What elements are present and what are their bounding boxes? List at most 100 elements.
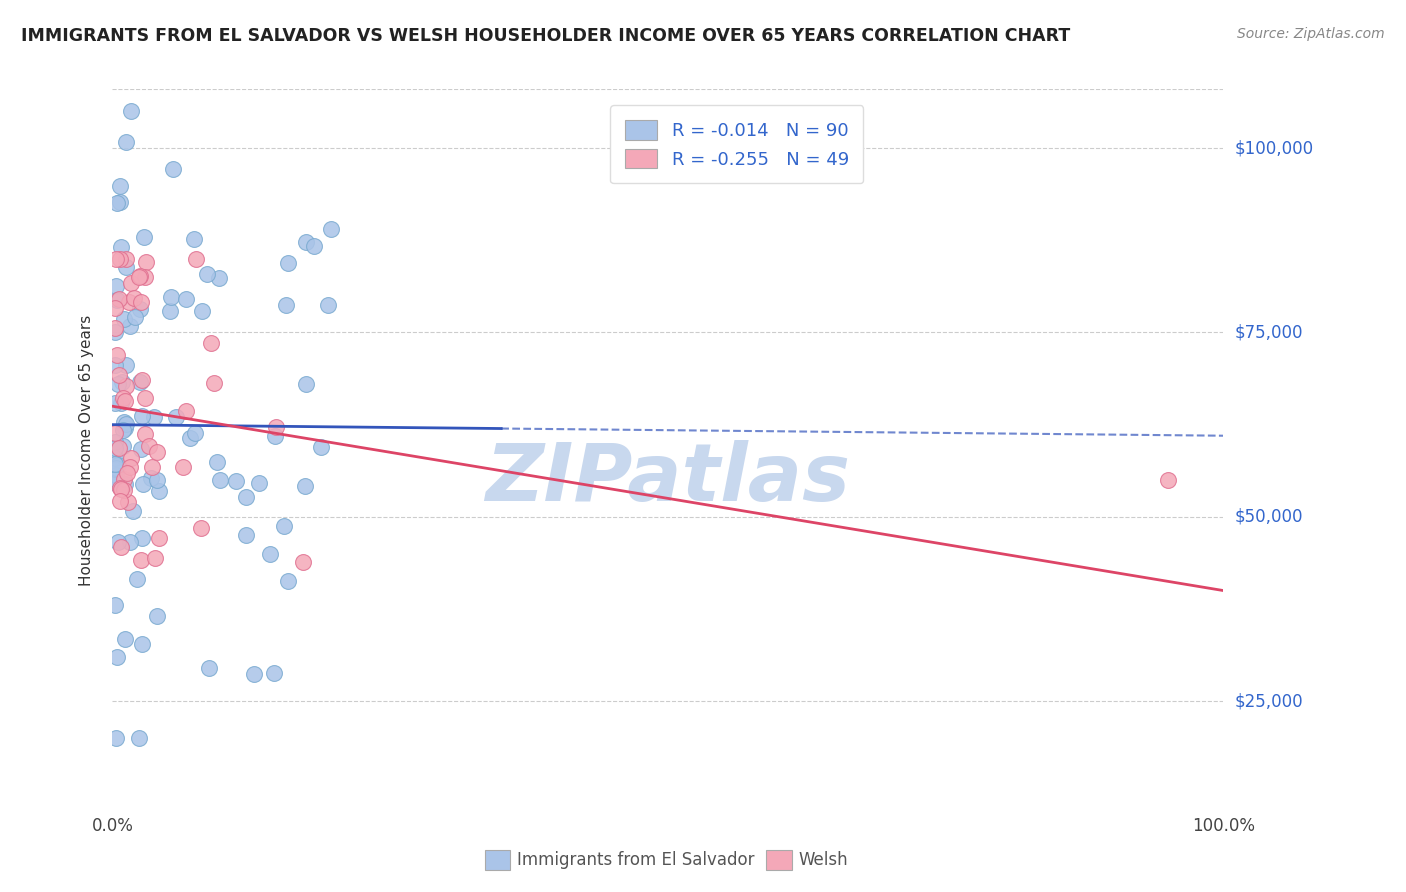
Point (104, 457, 127, 471)
Point (235, 528, 257, 542)
Point (259, 548, 281, 562)
Point (110, 239, 132, 253)
Point (197, 661, 219, 675)
Point (159, 290, 181, 304)
Point (129, 269, 152, 284)
Point (105, 196, 128, 211)
Text: ZIPatlas: ZIPatlas (485, 441, 851, 518)
Point (112, 483, 135, 497)
Point (200, 336, 222, 351)
Point (110, 195, 132, 210)
Point (235, 490, 257, 504)
Point (243, 667, 266, 681)
Point (104, 441, 127, 455)
Point (105, 650, 128, 665)
Point (191, 304, 214, 318)
Point (142, 409, 165, 424)
Point (165, 409, 187, 424)
Point (184, 252, 207, 266)
Point (111, 391, 134, 405)
Point (110, 252, 132, 266)
Text: Welsh: Welsh (799, 851, 848, 869)
Point (115, 136, 138, 150)
Point (104, 435, 127, 450)
Point (162, 161, 184, 176)
Point (118, 534, 141, 549)
Point (190, 521, 212, 535)
Point (105, 467, 128, 482)
Point (129, 442, 152, 456)
Point (110, 541, 132, 555)
Point (104, 358, 127, 372)
Point (114, 632, 136, 646)
Point (108, 494, 131, 508)
Point (122, 291, 145, 305)
Point (108, 481, 131, 495)
Point (118, 459, 141, 474)
Point (247, 476, 270, 491)
Point (107, 441, 129, 455)
Point (120, 451, 142, 466)
Point (105, 293, 128, 307)
Point (205, 455, 228, 469)
Point (118, 295, 141, 310)
Point (115, 417, 138, 431)
Point (110, 396, 132, 410)
Text: $50,000: $50,000 (1234, 508, 1303, 525)
Point (104, 325, 127, 339)
Point (208, 270, 231, 285)
Point (264, 420, 287, 434)
Point (273, 518, 295, 533)
Point (120, 276, 142, 290)
Point (110, 483, 132, 497)
Point (118, 319, 141, 334)
Point (114, 260, 136, 274)
Point (107, 535, 129, 549)
Point (294, 376, 316, 391)
Point (104, 396, 127, 410)
Legend: R = -0.014   N = 90, R = -0.255   N = 49: R = -0.014 N = 90, R = -0.255 N = 49 (610, 105, 863, 183)
Point (309, 440, 332, 454)
Point (104, 321, 127, 335)
Point (104, 425, 127, 440)
Point (129, 375, 152, 389)
Point (134, 230, 156, 244)
Point (131, 531, 153, 545)
Text: IMMIGRANTS FROM EL SALVADOR VS WELSH HOUSEHOLDER INCOME OVER 65 YEARS CORRELATIO: IMMIGRANTS FROM EL SALVADOR VS WELSH HOU… (21, 27, 1070, 45)
Point (132, 477, 155, 491)
Point (148, 483, 170, 498)
Text: Immigrants from El Salvador: Immigrants from El Salvador (517, 851, 755, 869)
Text: $100,000: $100,000 (1234, 139, 1313, 157)
Point (104, 451, 127, 466)
Point (105, 347, 128, 361)
Point (131, 373, 153, 387)
Point (117, 495, 139, 509)
Point (125, 572, 148, 586)
Point (131, 637, 153, 651)
Point (134, 270, 156, 285)
Point (104, 301, 127, 316)
Point (104, 598, 127, 612)
Point (319, 222, 342, 236)
Point (141, 459, 163, 474)
Point (134, 391, 156, 405)
Point (129, 301, 152, 316)
Point (115, 379, 138, 393)
Point (145, 609, 167, 624)
Point (128, 270, 150, 285)
Point (129, 553, 152, 567)
Point (135, 255, 157, 269)
Point (115, 359, 138, 373)
Point (179, 431, 201, 445)
Point (145, 551, 167, 566)
Point (104, 461, 127, 475)
Point (274, 298, 297, 312)
Point (302, 239, 325, 253)
Point (115, 467, 138, 481)
Point (112, 415, 135, 429)
Point (107, 376, 129, 391)
Point (294, 235, 316, 250)
Point (138, 439, 160, 453)
Y-axis label: Householder Income Over 65 years: Householder Income Over 65 years (79, 315, 94, 586)
Point (105, 731, 128, 745)
